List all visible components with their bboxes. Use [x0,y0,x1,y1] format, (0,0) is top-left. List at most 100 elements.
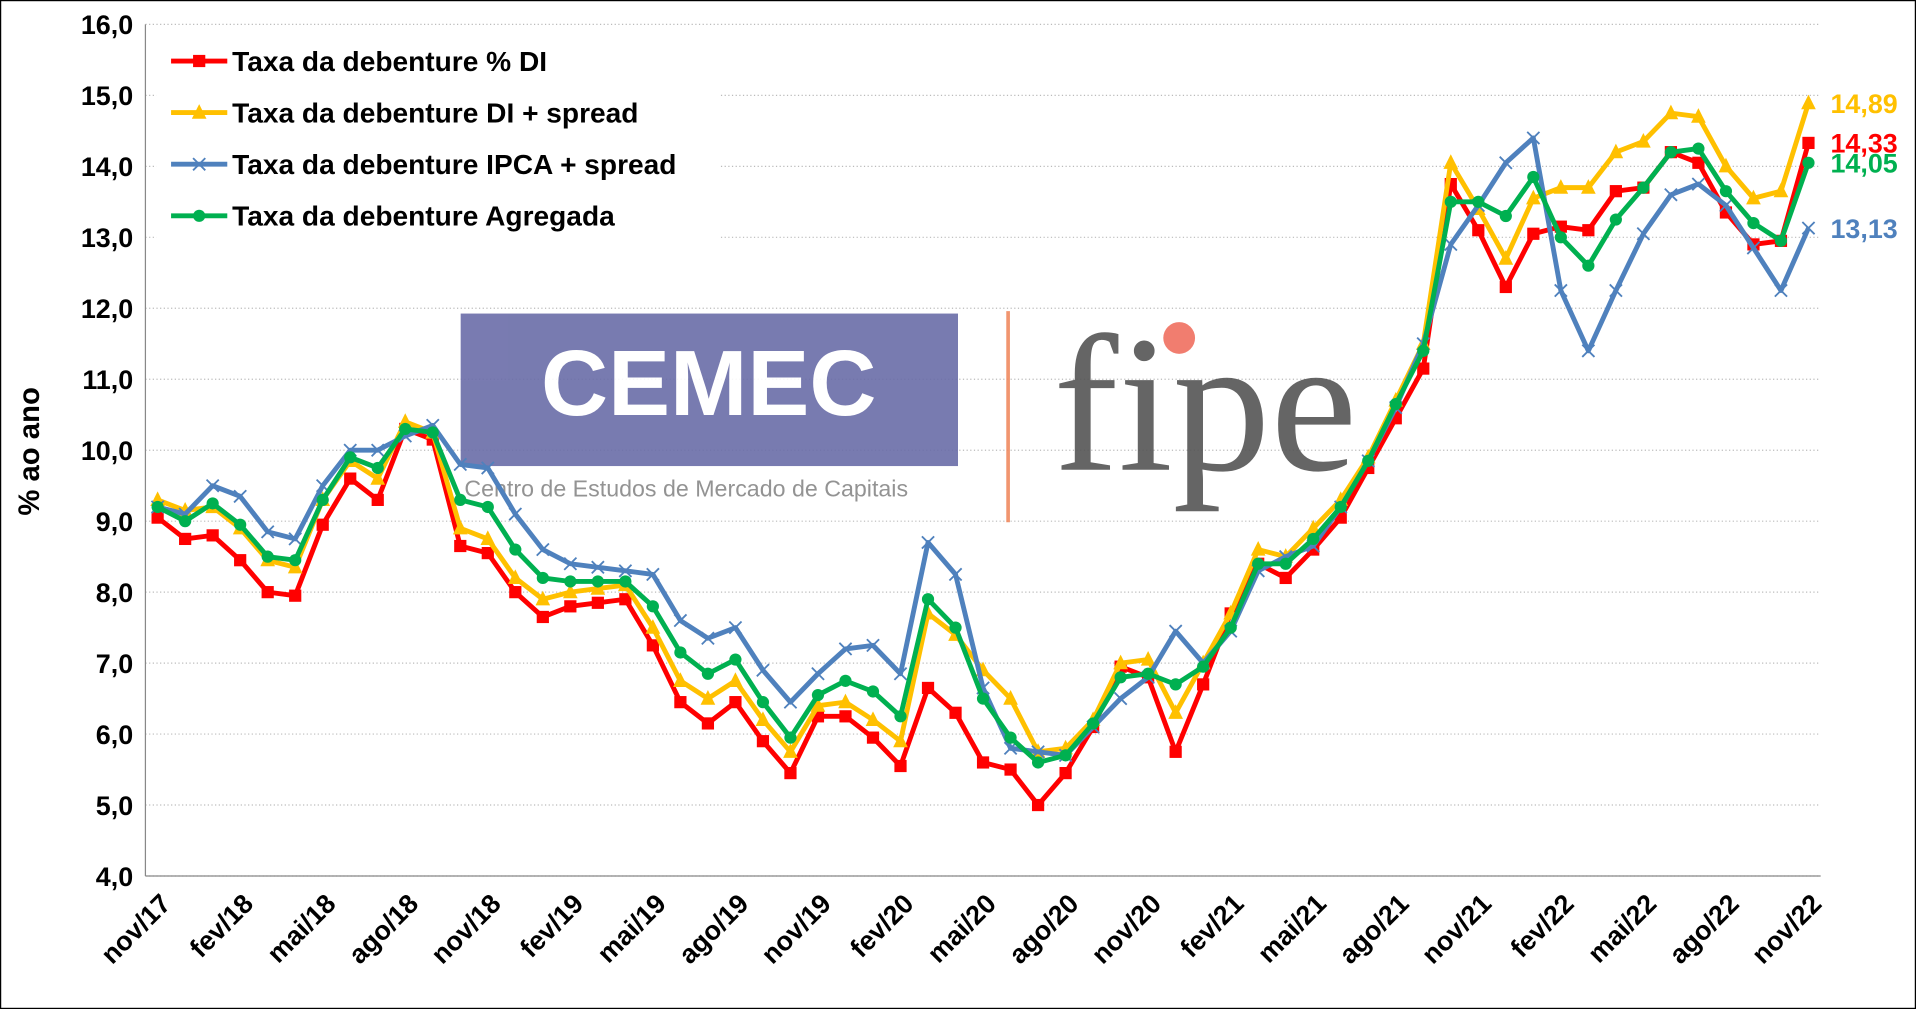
marker [1554,283,1568,298]
marker [1718,157,1734,173]
y-tick-label: 10,0 [81,436,133,466]
marker [1472,195,1485,208]
legend-bg [156,137,719,192]
marker [1664,146,1678,159]
marker [1169,678,1182,691]
marker [151,500,164,514]
marker [949,706,962,719]
marker [949,621,962,634]
marker [1498,250,1514,265]
marker [1142,667,1155,680]
marker [426,426,439,439]
marker [756,663,770,677]
plot: 14,33 14,89 13,13 14,05 [150,89,1898,812]
marker [535,590,551,606]
marker [1472,224,1485,237]
marker [619,593,632,606]
marker [508,507,523,521]
y-tick-label: 13,0 [81,223,133,253]
marker [371,493,384,506]
marker [784,767,797,780]
marker [784,731,797,744]
marker [370,470,386,485]
marker [838,642,853,656]
watermark-dot [1163,322,1196,354]
series: 14,05 [151,142,1898,769]
marker [563,583,578,599]
marker [646,600,659,613]
marker [481,547,494,560]
marker [453,457,468,472]
marker [1691,177,1706,191]
marker [1609,185,1622,198]
marker [1774,283,1788,298]
legend-marker [192,157,206,171]
marker [1581,179,1596,194]
marker [1582,224,1595,237]
marker [1636,132,1651,148]
marker [645,619,661,634]
marker [1417,362,1430,375]
marker [1031,798,1045,812]
marker [1499,280,1512,294]
y-tick-label: 5,0 [96,791,133,821]
marker [701,717,715,730]
marker [1774,234,1788,247]
marker [1114,671,1127,684]
marker [370,443,385,457]
marker [234,554,247,567]
marker [261,550,274,563]
legend-label: Taxa da debenture IPCA + spread [232,149,676,180]
marker [1692,156,1705,169]
legend-marker [191,104,207,119]
marker [1719,185,1733,198]
marker [1197,660,1210,673]
y-tick-label: 16,0 [81,10,133,40]
marker [1746,241,1761,255]
marker [728,620,743,635]
marker [1113,691,1128,706]
marker [1004,731,1017,744]
marker [1197,678,1210,691]
marker [839,710,852,723]
marker [1773,182,1789,198]
legend-label: Taxa da debenture Agregada [232,201,615,232]
marker [1086,717,1100,730]
marker [1691,108,1706,123]
marker [261,586,274,599]
marker [481,461,495,475]
marker [536,542,550,557]
marker [289,554,302,567]
marker [1059,749,1072,762]
marker [756,696,770,709]
y-tick-label: 14,0 [81,152,133,182]
marker [921,593,935,606]
marker [1525,189,1541,205]
marker [1527,170,1540,184]
marker [866,731,880,744]
marker [206,497,219,510]
marker [839,674,852,687]
marker [729,653,742,666]
marker [260,525,275,539]
marker [646,567,660,582]
marker [1003,690,1018,705]
marker [811,688,825,702]
marker [893,667,908,681]
marker [179,515,192,528]
marker [1113,654,1128,670]
marker [591,560,605,575]
series: 13,13 [150,131,1898,763]
marker [783,743,798,758]
marker [976,692,990,705]
marker [480,530,496,546]
marker [1719,198,1733,213]
data-label: 14,33 [1830,129,1897,159]
marker [783,695,798,709]
marker [1305,519,1321,535]
marker [948,567,963,582]
y-tick-label: 12,0 [81,294,133,324]
marker [1389,397,1402,411]
marker [234,518,247,531]
